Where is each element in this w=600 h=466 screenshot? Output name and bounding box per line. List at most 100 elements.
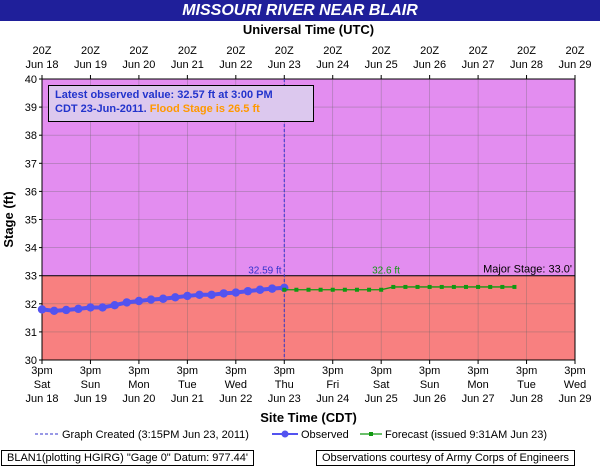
observed-point — [195, 290, 204, 300]
y-tick-label: 32 — [25, 299, 37, 311]
top-tick-label: Jun 20 — [122, 59, 155, 71]
forecast-point — [367, 287, 372, 292]
forecast-point — [354, 287, 359, 292]
top-tick-label: Jun 27 — [462, 59, 495, 71]
top-tick-label: Jun 19 — [74, 59, 107, 71]
series-layer — [37, 283, 517, 316]
top-tick-label: Jun 25 — [365, 59, 398, 71]
forecast-point — [500, 284, 505, 289]
top-tick-label: 20Z — [129, 45, 148, 57]
forecast-point — [512, 284, 517, 289]
bottom-tick-label: Jun 24 — [316, 393, 349, 405]
latest-observation-line2: CDT 23-Jun-2011. — [55, 103, 147, 115]
observed-point — [267, 284, 277, 293]
chart-title: MISSOURI RIVER NEAR BLAIR — [0, 0, 600, 21]
latest-observation-line1: Latest observed value: 32.57 ft at 3:00 … — [55, 89, 273, 101]
bottom-tick-label: 3pm — [370, 365, 391, 377]
bottom-tick-label: Jun 25 — [365, 393, 398, 405]
y-tick-label: 37 — [25, 158, 37, 170]
bottom-tick-label: 3pm — [419, 365, 440, 377]
top-tick-label: 20Z — [33, 45, 52, 57]
top-tick-label: Jun 23 — [268, 59, 301, 71]
forecast-point — [379, 287, 384, 292]
observed-point — [219, 289, 228, 298]
bottom-tick-label: Jun 21 — [171, 393, 204, 405]
top-tick-label: 20Z — [517, 45, 536, 57]
forecast-point — [427, 284, 432, 289]
observations-credit: Observations courtesy of Army Corps of E… — [316, 450, 575, 466]
legend-observed-label: Observed — [301, 429, 349, 441]
observed-point — [62, 305, 71, 315]
bottom-tick-label: Fri — [326, 379, 339, 391]
bottom-tick-label: Sun — [81, 379, 101, 391]
bottom-tick-label: 3pm — [322, 365, 343, 377]
bottom-tick-label: Jun 26 — [413, 393, 446, 405]
observed-point — [37, 305, 47, 314]
forecast-point — [342, 287, 347, 292]
observed-point — [74, 304, 83, 314]
major-stage-label: Major Stage: 33.0' — [483, 264, 572, 276]
top-tick-label: 20Z — [81, 45, 100, 57]
bottom-tick-label: Jun 20 — [122, 393, 155, 405]
bottom-tick-label: 3pm — [564, 365, 585, 377]
top-tick-label: Jun 24 — [316, 59, 349, 71]
y-tick-label: 40 — [25, 74, 37, 86]
observed-point — [98, 303, 107, 312]
forecast-point — [294, 287, 299, 292]
forecast-point — [476, 284, 481, 289]
bottom-tick-label: Wed — [225, 379, 247, 391]
legend-observed-marker — [281, 430, 289, 438]
top-tick-label: 20Z — [372, 45, 391, 57]
bottom-tick-label: 3pm — [516, 365, 537, 377]
annotations: 32.59 ft 32.6 ft Major Stage: 33.0' — [248, 264, 572, 277]
bottom-tick-label: Mon — [128, 379, 149, 391]
bottom-tick-label: Jun 27 — [462, 393, 495, 405]
bottom-tick-label: Tue — [517, 379, 536, 391]
top-tick-label: Jun 21 — [171, 59, 204, 71]
forecast-point — [282, 287, 287, 292]
bottom-tick-label: Jun 29 — [558, 393, 591, 405]
bottom-tick-label: 3pm — [467, 365, 488, 377]
observed-point — [158, 294, 168, 303]
observed-point — [243, 286, 253, 296]
y-axis-title: Stage (ft) — [1, 191, 16, 247]
top-tick-label: 20Z — [420, 45, 439, 57]
y-tick-label: 38 — [25, 130, 37, 142]
bottom-tick-label: Jun 23 — [268, 393, 301, 405]
datum-info: BLAN1(plotting HGIRG) "Gage 0" Datum: 97… — [1, 450, 255, 466]
top-tick-label: 20Z — [323, 45, 342, 57]
bottom-axis: 3pm Sat Jun 18 3pm Sun Jun 19 3pm Mon Jun 20 3pm T… — [25, 360, 592, 425]
top-tick-label: 20Z — [275, 45, 294, 57]
y-tick-label: 36 — [25, 186, 37, 198]
observed-point — [146, 295, 156, 304]
observed-point — [134, 296, 144, 306]
top-tick-label: 20Z — [469, 45, 488, 57]
legend-forecast-marker — [369, 432, 373, 436]
bottom-tick-label: Mon — [467, 379, 488, 391]
forecast-point — [415, 284, 420, 289]
observed-point — [255, 285, 265, 294]
legend-graph-created-label: Graph Created (3:15PM Jun 23, 2011) — [62, 429, 249, 441]
forecast-point — [463, 284, 468, 289]
bottom-tick-label: Thu — [275, 379, 294, 391]
forecast-point — [488, 284, 493, 289]
forecast-point — [439, 284, 444, 289]
latest-observation-box: Latest observed value: 32.57 ft at 3:00 … — [48, 85, 314, 122]
observed-point — [171, 293, 180, 302]
flood-stage-text: Flood Stage is 26.5 ft — [149, 103, 260, 115]
forecast-point — [306, 287, 311, 292]
legend-forecast-label: Forecast (issued 9:31AM Jun 23) — [385, 429, 547, 441]
bottom-tick-label: 3pm — [80, 365, 101, 377]
y-axis: 30 31 32 33 34 35 36 37 38 39 40 Stage (ft) — [1, 74, 42, 367]
bottom-tick-label: Sat — [34, 379, 51, 391]
forecast-point — [451, 284, 456, 289]
bottom-tick-label: Tue — [178, 379, 197, 391]
bottom-tick-label: 3pm — [274, 365, 295, 377]
bottom-tick-label: Jun 28 — [510, 393, 543, 405]
bottom-tick-label: 3pm — [31, 365, 52, 377]
bottom-tick-label: Sun — [420, 379, 440, 391]
observed-point — [183, 291, 192, 301]
top-tick-label: 20Z — [178, 45, 197, 57]
observed-point — [207, 290, 216, 300]
